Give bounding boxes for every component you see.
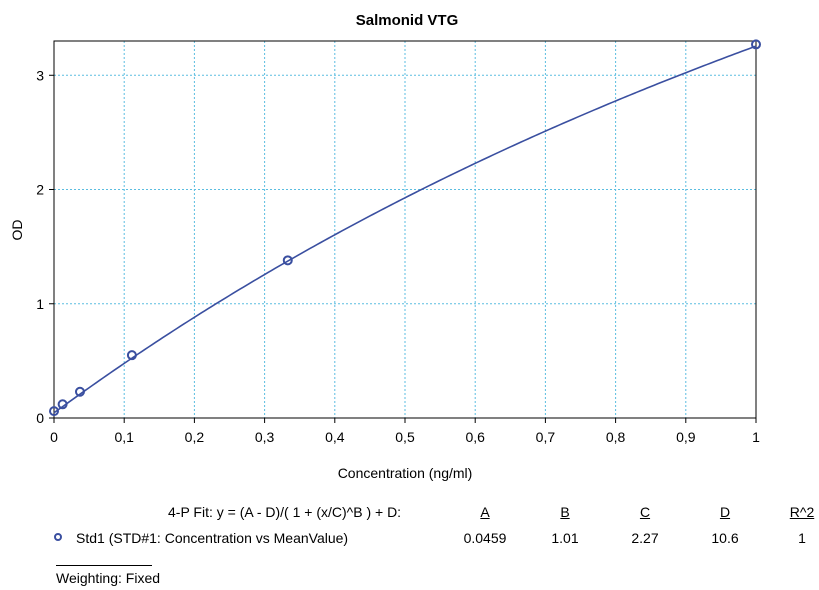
x-tick-label: 0,6: [465, 429, 485, 445]
fit-value-a: 0.0459: [463, 530, 507, 546]
y-tick-label: 0: [36, 410, 44, 426]
x-tick-label: 0,2: [185, 429, 205, 445]
weighting-divider: [56, 565, 152, 566]
x-tick-label: 0,4: [325, 429, 345, 445]
legend-marker-icon: [54, 533, 62, 541]
x-tick-label: 0,7: [536, 429, 556, 445]
fit-header-c: C: [639, 504, 651, 520]
x-tick-label: 0,5: [395, 429, 415, 445]
data-points: [49, 39, 761, 417]
chart-title: Salmonid VTG: [356, 12, 459, 29]
weighting-label: Weighting: Fixed: [56, 570, 161, 586]
fit-header-a: A: [480, 504, 490, 520]
fit-header-b: B: [560, 504, 570, 520]
data-point: [126, 350, 137, 361]
data-point: [282, 255, 293, 266]
x-tick-label: 1: [752, 429, 760, 445]
data-point: [751, 39, 761, 50]
fit-equation: 4-P Fit: y = (A - D)/( 1 + (x/C)^B ) + D…: [168, 504, 402, 520]
y-tick-label: 1: [36, 296, 44, 312]
x-tick-label: 0: [50, 429, 58, 445]
y-tick-label: 2: [36, 182, 44, 198]
fit-header-r2: R^2: [789, 504, 815, 520]
legend-series-label: Std1 (STD#1: Concentration vs MeanValue): [76, 530, 349, 546]
y-axis-label: OD: [9, 220, 25, 241]
x-tick-label: 0,1: [114, 429, 134, 445]
data-point: [57, 399, 68, 410]
x-tick-label: 0,9: [676, 429, 696, 445]
x-tick-label: 0,8: [606, 429, 626, 445]
x-tick-label: 0,3: [255, 429, 275, 445]
fit-value-d: 10.6: [711, 530, 739, 546]
fit-curve: [53, 45, 757, 414]
fit-value-b: 1.01: [551, 530, 579, 546]
y-tick-label: 3: [36, 67, 44, 83]
grid: [54, 41, 756, 418]
axis-ticks: 0 0,1 0,2 0,3 0,4 0,5 0,6 0,7 0,8 0,9 1 0 1 2 3: [36, 67, 760, 445]
fit-curve-line: [53, 45, 757, 414]
data-point: [49, 406, 59, 417]
x-axis-label: Concentration (ng/ml): [338, 465, 473, 481]
fit-value-c: 2.27: [631, 530, 659, 546]
fit-value-r2: 1: [798, 530, 806, 546]
fit-header-d: D: [719, 504, 731, 520]
data-point: [74, 386, 85, 397]
